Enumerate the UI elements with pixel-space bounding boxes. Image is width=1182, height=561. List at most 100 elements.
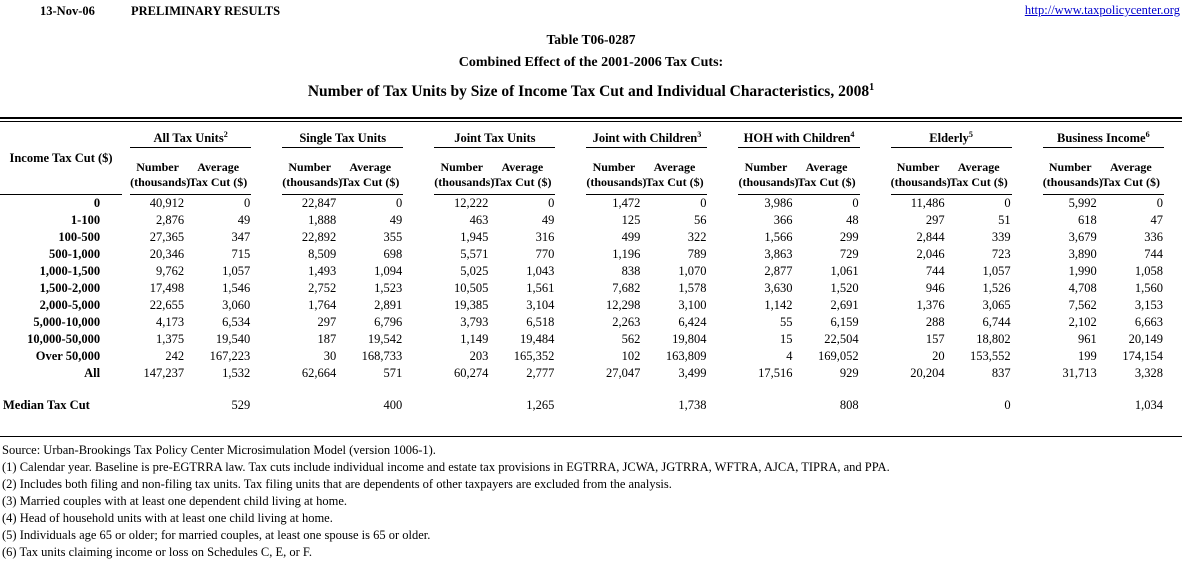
cell-average: 729 [839, 246, 859, 261]
table-row: 5,000-10,000 4,173 6,534 297 6,796 3,793 6,518… [0, 314, 1164, 331]
table-row: All 147,237 1,532 62,664 571 60,274 2,777 27,04… [0, 365, 1164, 382]
column-gap [1012, 365, 1043, 382]
table-row: 100-500 27,365 347 22,892 355 1,945 316 499 322 1… [0, 229, 1164, 246]
cell-average: 1,057 [982, 263, 1011, 278]
column-gap [555, 246, 586, 263]
column-gap [555, 365, 586, 382]
row-label: 1,500-2,000 [39, 280, 101, 295]
title-footnote-marker: 1 [869, 82, 875, 93]
cell-average: 18,802 [976, 331, 1011, 346]
cell-number: 4 [786, 348, 793, 363]
taxpolicycenter-link[interactable]: http://www.taxpolicycenter.org [1024, 3, 1180, 17]
cell-number: 10,505 [453, 280, 489, 295]
cell-average: 19,542 [367, 331, 403, 346]
cell-average: 347 [231, 229, 251, 244]
table-bottom-rule [0, 435, 1182, 437]
row-label: 0 [93, 195, 101, 210]
column-gap [251, 246, 282, 263]
cell-median-average: 400 [383, 397, 403, 412]
row-label: 2,000-5,000 [39, 297, 101, 312]
cell-number: 1,888 [308, 212, 337, 227]
cell-number: 2,844 [916, 229, 945, 244]
date-label: 13-Nov-06 [40, 4, 95, 18]
column-gap [707, 397, 738, 414]
cell-average: 723 [991, 246, 1011, 261]
cell-number: 1,375 [156, 331, 185, 346]
cell-number: 1,493 [308, 263, 337, 278]
column-gap [122, 348, 130, 365]
cell-average: 1,526 [982, 280, 1011, 295]
column-gap [860, 331, 891, 348]
cell-number: 297 [925, 212, 945, 227]
title-block: Table T06-0287 Combined Effect of the 20… [0, 32, 1182, 101]
cell-number: 17,498 [149, 280, 185, 295]
cell-number: 3,863 [764, 246, 793, 261]
cell-average: 168,733 [361, 348, 403, 363]
column-gap [707, 148, 738, 195]
cell-average: 837 [991, 365, 1011, 380]
table-row: Over 50,000 242 167,223 30 168,733 203 165,352… [0, 348, 1164, 365]
cell-number: 20,204 [910, 365, 945, 380]
row-label: 100-500 [58, 229, 101, 244]
cell-number: 1,149 [460, 331, 489, 346]
column-gap [403, 148, 434, 195]
cell-average: 6,159 [830, 314, 859, 329]
column-gap [122, 246, 130, 263]
cell-number: 7,682 [612, 280, 641, 295]
column-gap [403, 280, 434, 297]
cell-average: 48 [846, 212, 859, 227]
cell-average: 0 [548, 195, 555, 210]
column-gap [707, 331, 738, 348]
cell-median-average: 0 [1004, 397, 1011, 412]
column-gap [555, 195, 586, 212]
group-header-elderly: Elderly5 [890, 122, 1012, 149]
cell-number: 499 [621, 229, 641, 244]
column-gap [860, 314, 891, 331]
cell-average: 6,744 [982, 314, 1011, 329]
cell-average: 47 [1150, 212, 1164, 227]
cell-number: 9,762 [156, 263, 185, 278]
column-gap [251, 122, 282, 148]
column-gap [1012, 314, 1043, 331]
cell-average: 169,052 [817, 348, 859, 363]
footnote-6: (6) Tax units claiming income or loss on… [2, 544, 313, 559]
cell-number: 20 [932, 348, 945, 363]
table-body: 0 40,912 0 22,847 0 12,222 0 1,472 0 3,986 0 11,486… [0, 195, 1164, 382]
column-gap [251, 348, 282, 365]
column-gap [403, 365, 434, 382]
cell-number: 40,912 [149, 195, 185, 210]
footnote-3: (3) Married couples with at least one de… [2, 493, 348, 508]
column-gap [1012, 397, 1043, 414]
cell-average: 0 [243, 195, 251, 210]
column-gap [707, 348, 738, 365]
cell-average: 744 [1144, 246, 1163, 261]
column-gap [707, 263, 738, 280]
table-row: 1,500-2,000 17,498 1,546 2,752 1,523 10,505 1,… [0, 280, 1164, 297]
cell-average: 1,094 [374, 263, 403, 278]
column-gap [707, 297, 738, 314]
sub-header-number: Number (thousands) [282, 147, 342, 196]
column-gap [403, 297, 434, 314]
footnote-5: (5) Individuals age 65 or older; for mar… [2, 527, 431, 542]
column-gap [251, 331, 282, 348]
column-gap [555, 263, 586, 280]
column-gap [251, 314, 282, 331]
source-note: Source: Urban-Brookings Tax Policy Cente… [2, 442, 436, 457]
group-header-all-tax-units: All Tax Units2 [130, 122, 252, 149]
column-gap [860, 229, 891, 246]
cell-number: 1,566 [764, 229, 793, 244]
column-gap [403, 246, 434, 263]
column-gap [403, 348, 434, 365]
cell-empty [586, 397, 641, 414]
column-gap [707, 195, 738, 212]
column-gap [251, 263, 282, 280]
cell-average: 0 [396, 195, 403, 210]
footnote-marker: 5 [968, 130, 973, 139]
sub-header-number: Number (thousands) [586, 147, 646, 196]
column-gap [122, 365, 130, 382]
column-gap [251, 148, 282, 195]
column-gap [1012, 148, 1043, 195]
column-gap [403, 314, 434, 331]
cell-number: 125 [621, 212, 641, 227]
cell-average: 355 [383, 229, 403, 244]
